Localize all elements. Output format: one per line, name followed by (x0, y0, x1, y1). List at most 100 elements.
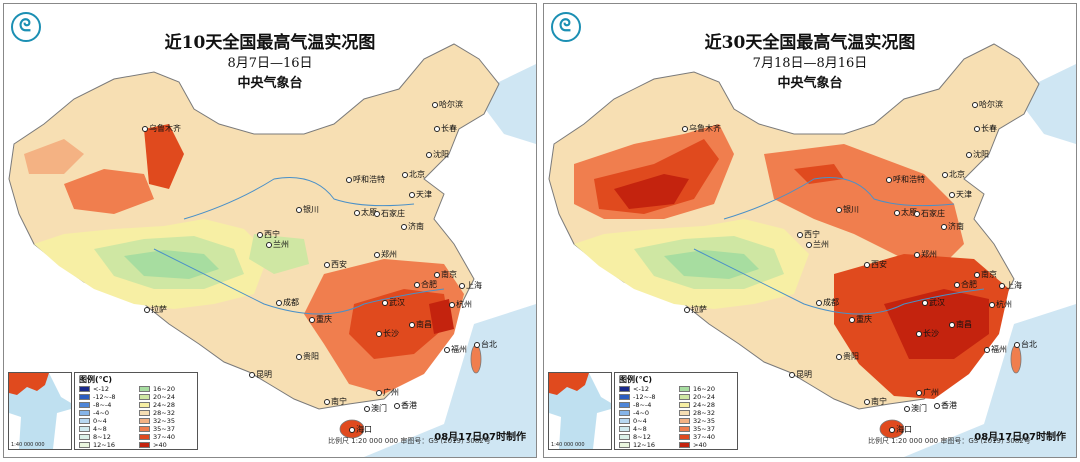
yangtze-37-40-zone (349, 289, 449, 359)
legend-swatch (139, 410, 150, 416)
city-label: 长春 (434, 123, 457, 134)
legend-item: 20~24 (139, 393, 175, 401)
legend-label: -12~-8 (633, 393, 656, 401)
legend-label: -4~0 (633, 409, 650, 417)
city-label: 武汉 (922, 297, 945, 308)
agency-name: 中央气象台 (777, 76, 843, 91)
legend-swatch (619, 410, 630, 416)
legend-item: <-12 (619, 385, 649, 393)
map-scale-text: 比例尺 1:20 000 000 审图号：GS (2019) 3082号 (328, 437, 491, 445)
city-label: 广州 (376, 387, 399, 398)
city-label: 杭州 (449, 299, 472, 310)
city-label: 拉萨 (144, 304, 167, 315)
legend-label: 12~16 (93, 441, 115, 449)
city-label: 南京 (974, 269, 997, 280)
city-label: 澳门 (364, 403, 387, 414)
legend-swatch (79, 410, 90, 416)
city-label: 福州 (444, 344, 467, 355)
legend-label: 37~40 (693, 433, 715, 441)
legend-swatch (139, 418, 150, 424)
map-title: 近30天全国最高气温实况图 (704, 33, 916, 53)
city-label: 沈阳 (966, 149, 989, 160)
city-label: 西安 (324, 259, 347, 270)
production-time: 08月17日07时制作 (974, 432, 1066, 443)
legend-swatch (619, 386, 630, 392)
city-label: 武汉 (382, 297, 405, 308)
production-time: 08月17日07时制作 (434, 432, 526, 443)
legend-item: 28~32 (139, 409, 175, 417)
city-label: 贵阳 (296, 351, 319, 362)
city-label: 银川 (296, 204, 319, 215)
legend-label: 16~20 (693, 385, 715, 393)
legend-label: 8~12 (93, 433, 111, 441)
city-label: 贵阳 (836, 351, 859, 362)
city-label: 上海 (999, 280, 1022, 291)
city-label: 北京 (402, 169, 425, 180)
legend-swatch (679, 410, 690, 416)
legend-swatch (619, 402, 630, 408)
legend-label: 20~24 (153, 393, 175, 401)
legend-label: -8~-4 (633, 401, 652, 409)
city-label: 重庆 (849, 314, 872, 325)
city-label: 济南 (401, 221, 424, 232)
legend-label: <-12 (633, 385, 650, 393)
inset-scale: 1:40 000 000 (551, 442, 585, 448)
city-label: 乌鲁木齐 (682, 123, 721, 134)
legend-item: -4~0 (619, 409, 649, 417)
legend-item: 4~8 (619, 425, 647, 433)
legend-item: 32~35 (679, 417, 715, 425)
legend-label: 16~20 (153, 385, 175, 393)
city-label: 长沙 (376, 328, 399, 339)
south-china-sea-inset: 1:40 000 000 (8, 372, 72, 450)
city-label: 天津 (949, 189, 972, 200)
city-label: 兰州 (806, 239, 829, 250)
south-china-sea-inset: 1:40 000 000 (548, 372, 612, 450)
city-label: 香港 (394, 400, 417, 411)
legend-swatch (139, 442, 150, 448)
legend-label: 24~28 (153, 401, 175, 409)
legend-swatch (619, 418, 630, 424)
city-label: 海口 (349, 424, 372, 435)
legend-item: >40 (139, 441, 167, 449)
legend-title: 图例(℃) (619, 375, 652, 384)
legend-item: 37~40 (139, 433, 175, 441)
legend-item: -8~-4 (79, 401, 111, 409)
legend-swatch (679, 426, 690, 432)
loess-20-24-zone (249, 234, 309, 274)
city-label: 广州 (916, 387, 939, 398)
city-label: 西宁 (797, 229, 820, 240)
inset-scale: 1:40 000 000 (11, 442, 45, 448)
city-label: 呼和浩特 (886, 174, 925, 185)
tarim-40-zone (614, 174, 689, 209)
legend-swatch (139, 386, 150, 392)
city-label: 石家庄 (914, 208, 945, 219)
city-label: 西宁 (257, 229, 280, 240)
temperature-map (4, 4, 536, 457)
city-label: 北京 (942, 169, 965, 180)
legend-label: >40 (153, 441, 167, 449)
legend-swatch (679, 442, 690, 448)
legend-swatch (79, 442, 90, 448)
legend-swatch (619, 442, 630, 448)
legend-label: 28~32 (693, 409, 715, 417)
map-panel-10-day: ᘓ 近10天全国最高气温实况图 8月7日—16日 中央气象台 乌鲁木齐 哈尔滨 长春… (3, 3, 537, 458)
date-range: 8月7日—16日 (227, 56, 313, 71)
city-label: 香港 (934, 400, 957, 411)
legend-label: -12~-8 (93, 393, 116, 401)
legend-item: 35~37 (679, 425, 715, 433)
legend-label: 20~24 (693, 393, 715, 401)
legend-item: 35~37 (139, 425, 175, 433)
city-label: 太原 (354, 207, 377, 218)
legend-item: 16~20 (139, 385, 175, 393)
city-label: 长沙 (916, 328, 939, 339)
legend-label: 32~35 (153, 417, 175, 425)
legend-label: >40 (693, 441, 707, 449)
city-label: 天津 (409, 189, 432, 200)
city-label: 银川 (836, 204, 859, 215)
city-label: 哈尔滨 (432, 99, 463, 110)
city-label: 昆明 (789, 369, 812, 380)
city-label: 拉萨 (684, 304, 707, 315)
city-label: 成都 (816, 297, 839, 308)
legend-item: 24~28 (139, 401, 175, 409)
legend-label: 32~35 (693, 417, 715, 425)
